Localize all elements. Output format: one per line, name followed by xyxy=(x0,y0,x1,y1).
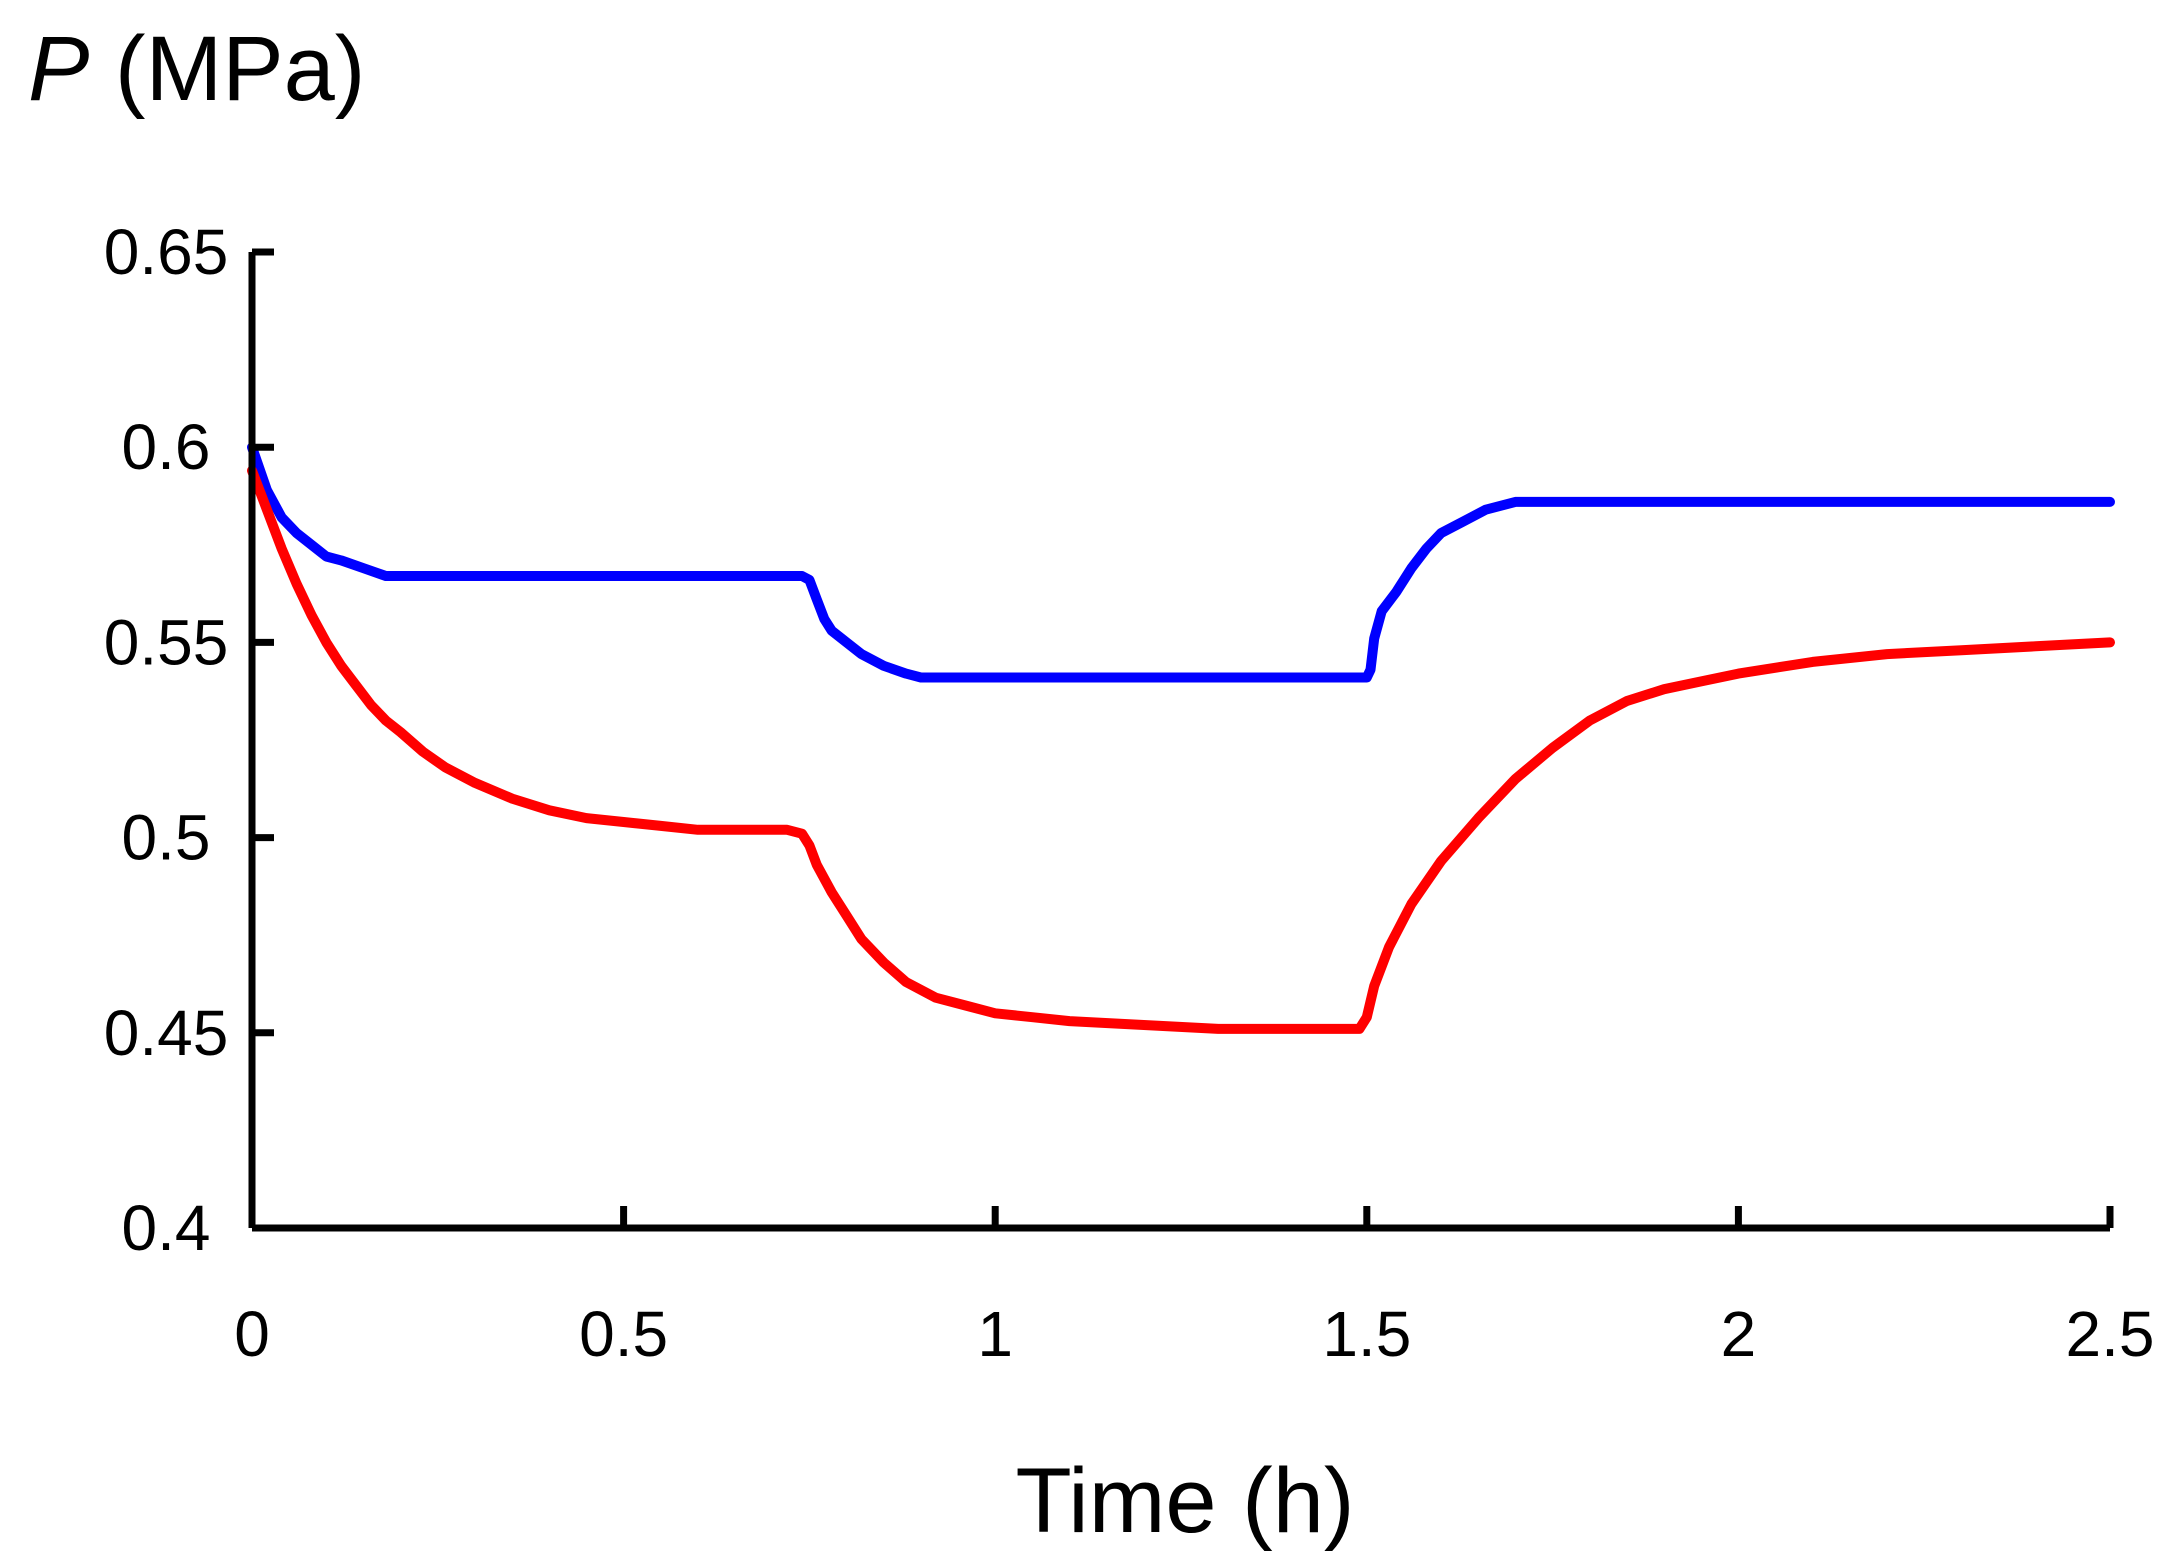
axes xyxy=(248,248,2114,1232)
series-line-blue xyxy=(247,442,2115,683)
tick-labels: 0.4 0.45 0.5 0.55 0.6 0.65 0 0.5 1 1.5 2 2.5 xyxy=(104,216,2155,1370)
y-axis-symbol: P xyxy=(28,18,89,120)
x-tick-label: 1 xyxy=(977,1298,1013,1370)
y-tick-label: 0.55 xyxy=(104,606,229,678)
y-tick-label: 0.65 xyxy=(104,216,229,288)
x-tick-label: 0.5 xyxy=(579,1298,668,1370)
x-axis-title: Time (h) xyxy=(1015,1450,1354,1552)
x-tick-label: 1.5 xyxy=(1322,1298,1411,1370)
x-tick-label: 0 xyxy=(234,1298,270,1370)
y-axis-title: P (MPa) xyxy=(28,18,365,120)
plot-area xyxy=(247,442,2115,1034)
y-tick-label: 0.45 xyxy=(104,997,229,1069)
y-tick-label: 0.4 xyxy=(122,1192,211,1264)
y-tick-label: 0.5 xyxy=(122,802,211,874)
series-line-red xyxy=(247,465,2115,1034)
x-tick-label: 2 xyxy=(1721,1298,1757,1370)
y-tick-label: 0.6 xyxy=(122,411,211,483)
y-axis-unit: (MPa) xyxy=(89,18,365,120)
x-tick-label: 2.5 xyxy=(2066,1298,2155,1370)
